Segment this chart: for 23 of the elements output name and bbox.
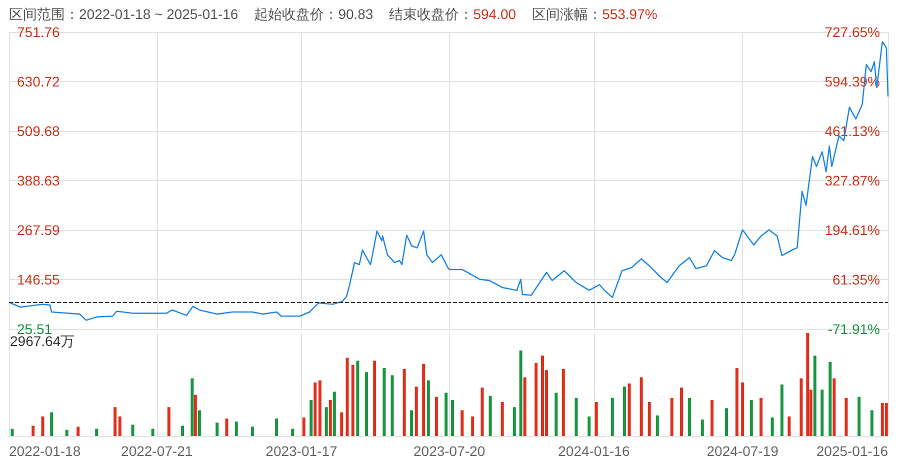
y2-tick-label: 194.61% — [824, 222, 880, 238]
x-tick-label: 2022-07-21 — [121, 443, 193, 459]
x-tick-label: 2023-07-20 — [413, 443, 486, 459]
y-tick-label: 751.76 — [17, 24, 60, 40]
y2-tick-label: -71.91% — [828, 321, 880, 337]
x-tick-label: 2025-01-16 — [816, 443, 888, 459]
y-tick-label: 509.68 — [17, 123, 60, 139]
y2-tick-label: 727.65% — [824, 24, 880, 40]
y-tick-label: 388.63 — [17, 172, 60, 188]
x-tick-label: 2024-07-19 — [706, 443, 779, 459]
x-tick-label: 2022-01-18 — [9, 443, 81, 459]
x-tick-label: 2023-01-17 — [266, 443, 338, 459]
y-tick-label: 630.72 — [17, 74, 60, 90]
text: 起始收盘价：90.83 — [254, 6, 374, 22]
y-tick-label: 146.55 — [17, 272, 60, 288]
y2-tick-label: 61.35% — [832, 272, 880, 288]
y-tick-label: 267.59 — [17, 222, 60, 238]
chart-title: 区间范围：2022-01-18 ~ 2025-01-16 — [9, 6, 238, 22]
x-tick-label: 2024-01-16 — [558, 443, 630, 459]
text: 结束收盘价：594.00 — [389, 6, 516, 22]
y2-tick-label: 327.87% — [824, 172, 880, 188]
text: 区间涨幅：553.97% — [532, 6, 658, 22]
line-series — [8, 41, 889, 321]
